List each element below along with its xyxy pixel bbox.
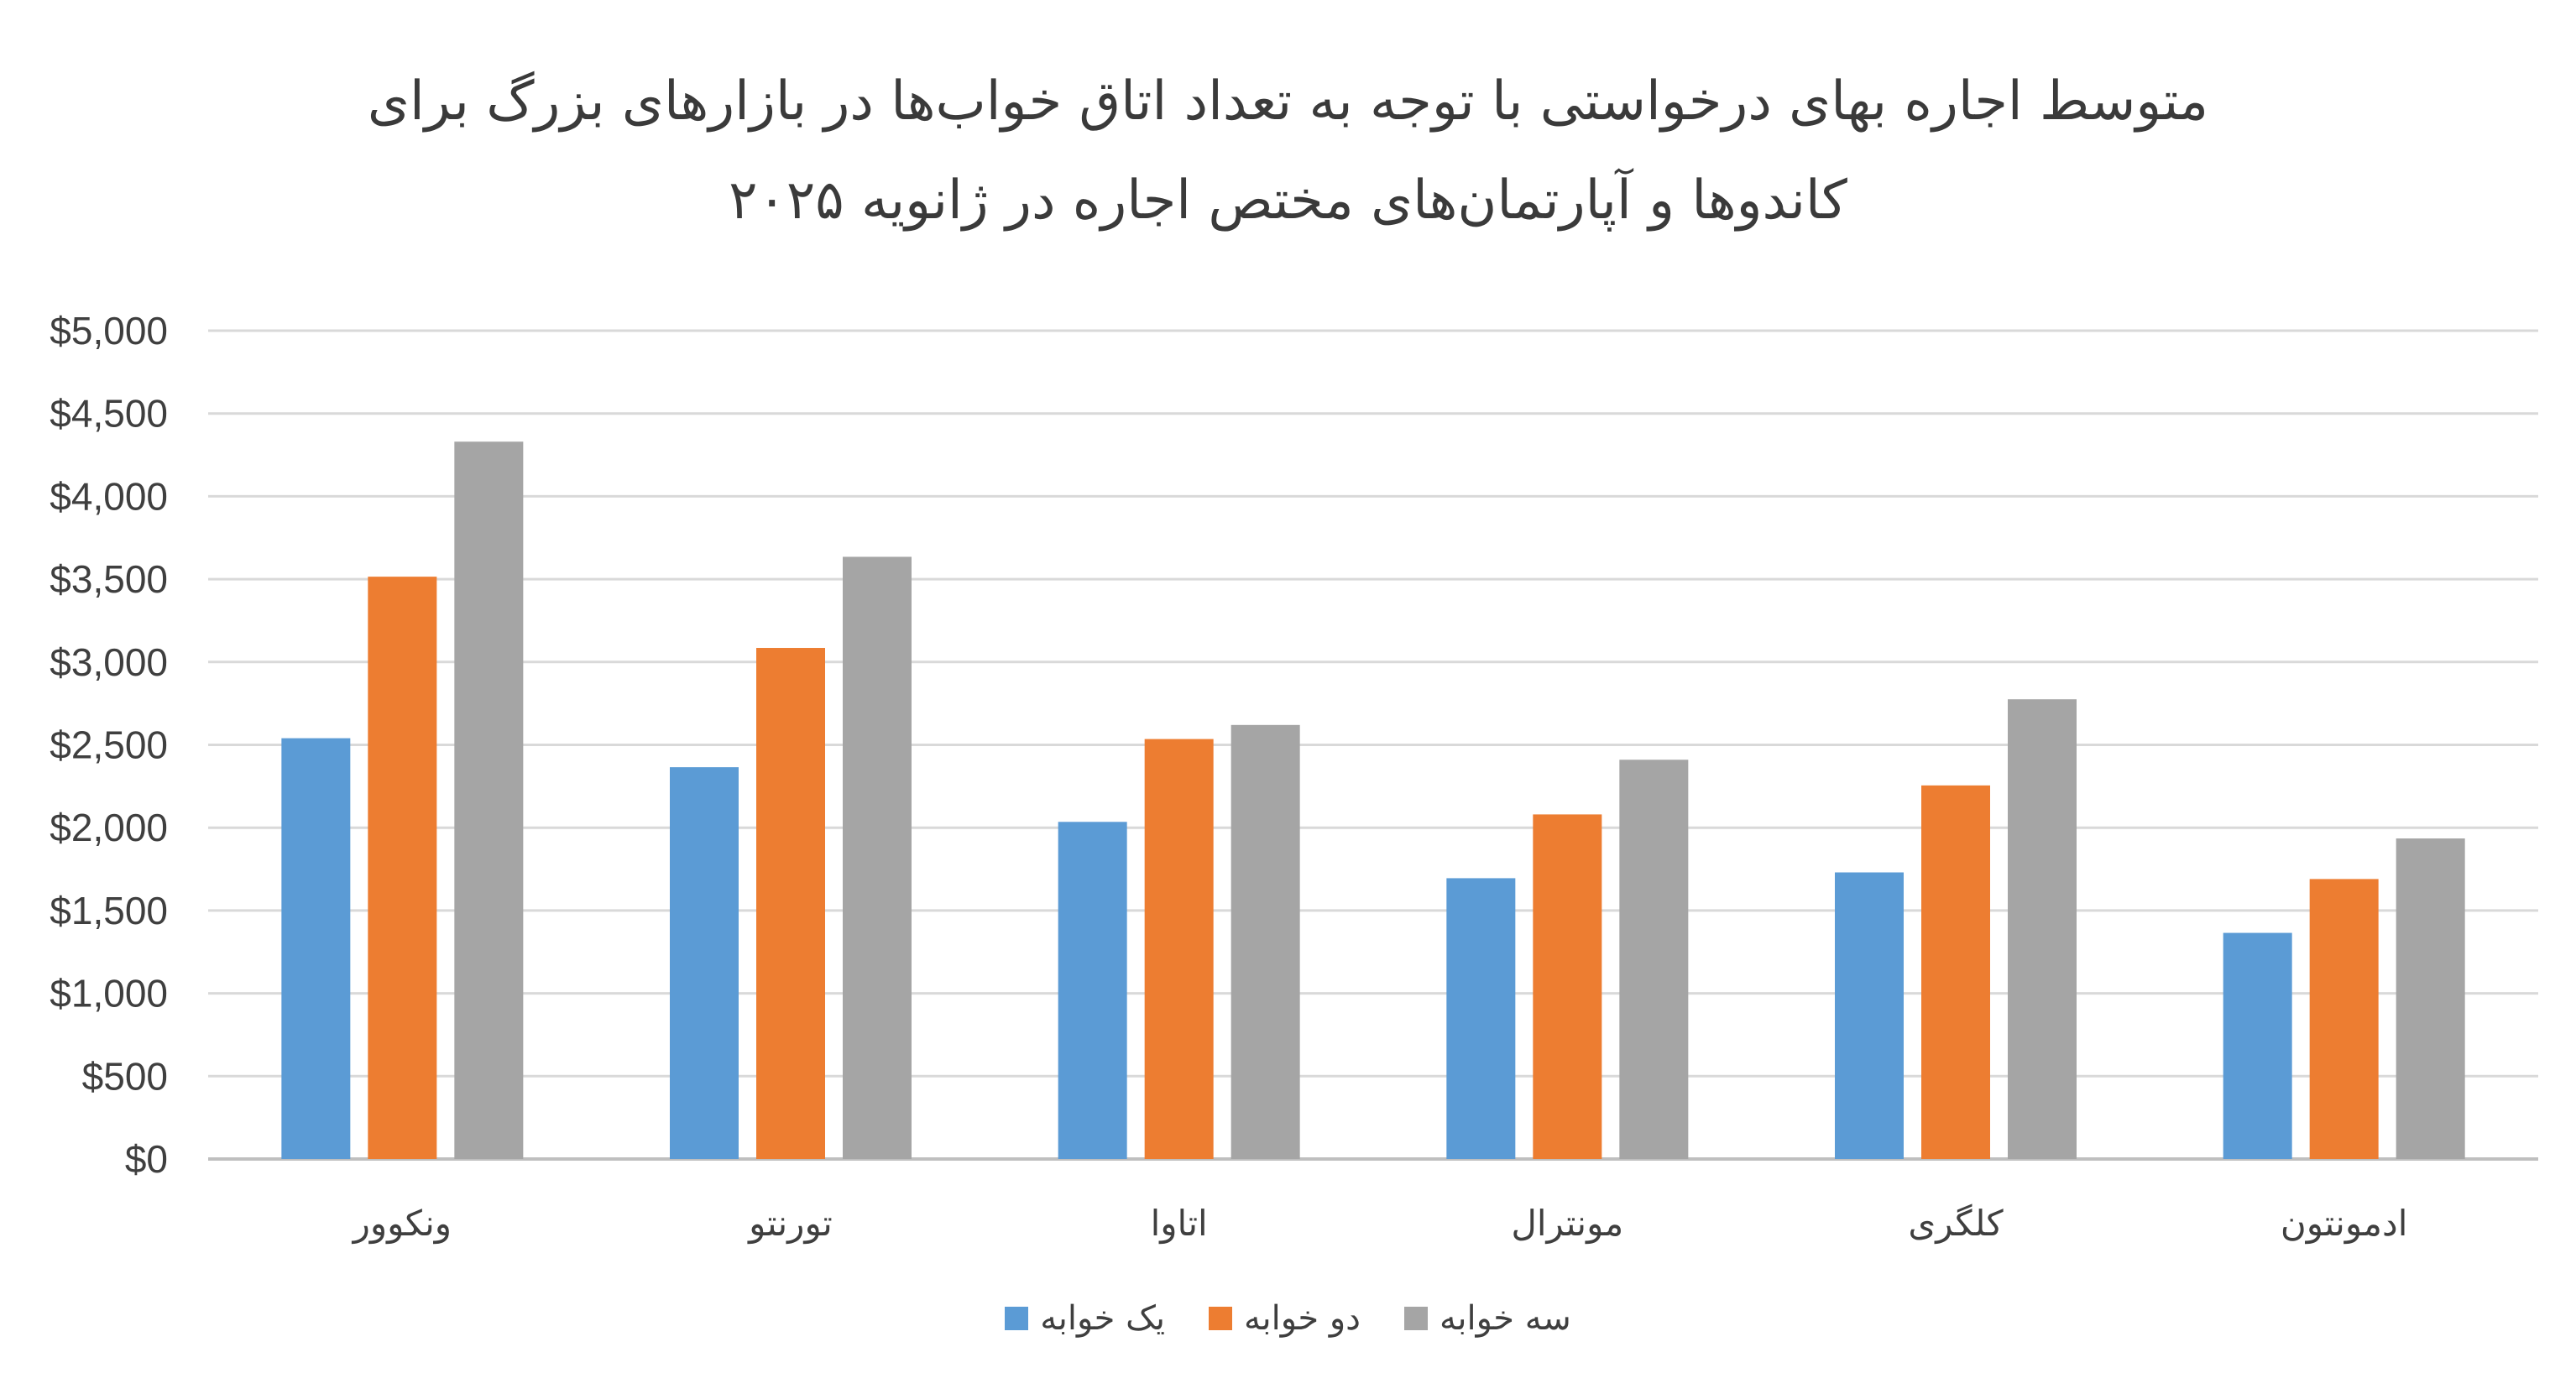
legend-swatch bbox=[1403, 1307, 1428, 1330]
legend-item: دو خوابه bbox=[1209, 1299, 1361, 1338]
legend-item: یک خوابه bbox=[1005, 1299, 1165, 1338]
legend-label: یک خوابه bbox=[1040, 1299, 1166, 1338]
x-tick-label: اتاوا bbox=[1151, 1203, 1208, 1245]
y-tick-label: $2,500 bbox=[50, 723, 168, 767]
bar bbox=[1835, 872, 1904, 1159]
bar bbox=[670, 767, 739, 1159]
y-axis-tick-labels: $0 $500 $1,000 $1,500 $2,000 $2,500 $3,000 $3,5… bbox=[50, 309, 168, 1181]
chart-title: متوسط اجاره بهای درخواستی با توجه به تعد… bbox=[0, 52, 2576, 250]
bar bbox=[843, 556, 912, 1159]
y-tick-label: $2,000 bbox=[50, 806, 168, 849]
y-tick-label: $1,000 bbox=[50, 972, 168, 1015]
y-tick-label: $5,000 bbox=[50, 309, 168, 352]
chart-title-line-1: متوسط اجاره بهای درخواستی با توجه به تعد… bbox=[367, 70, 2209, 133]
bar bbox=[454, 441, 524, 1159]
bar bbox=[2223, 932, 2292, 1159]
bar bbox=[1619, 760, 1689, 1159]
bar bbox=[1921, 785, 1990, 1159]
bars bbox=[281, 441, 2465, 1159]
bar bbox=[1533, 814, 1602, 1159]
y-tick-label: $500 bbox=[82, 1054, 168, 1098]
x-tick-label: ادمونتون bbox=[2281, 1203, 2407, 1245]
bar bbox=[368, 577, 437, 1159]
bar bbox=[2008, 699, 2077, 1159]
x-tick-label: ونکوور bbox=[352, 1203, 452, 1245]
y-tick-label: $4,000 bbox=[50, 474, 168, 518]
legend-swatch bbox=[1209, 1307, 1233, 1330]
bar bbox=[1144, 739, 1214, 1159]
x-tick-label: تورنتو bbox=[747, 1203, 833, 1245]
bar bbox=[281, 738, 351, 1159]
y-tick-label: $4,500 bbox=[50, 392, 168, 436]
bar bbox=[1446, 878, 1516, 1159]
legend: یک خوابه دو خوابه سه خوابه bbox=[0, 1299, 2576, 1338]
y-tick-label: $1,500 bbox=[50, 889, 168, 932]
bar bbox=[1231, 724, 1300, 1159]
x-tick-label: مونترال bbox=[1511, 1203, 1623, 1245]
bar bbox=[1058, 822, 1127, 1159]
chart-title-line-2: کاندوها و آپارتمان‌های مختص اجاره در ژان… bbox=[729, 170, 1847, 232]
bar bbox=[2396, 838, 2465, 1159]
bar bbox=[756, 648, 825, 1159]
bar bbox=[2309, 879, 2379, 1159]
y-tick-label: $3,500 bbox=[50, 557, 168, 601]
y-tick-label: $0 bbox=[125, 1137, 168, 1181]
x-tick-label: کلگری bbox=[1908, 1203, 2003, 1245]
gridlines bbox=[208, 329, 2538, 1161]
x-axis-tick-labels: ونکوور تورنتو اتاوا مونترال کلگری ادمونتون bbox=[352, 1203, 2408, 1245]
y-tick-label: $3,000 bbox=[50, 640, 168, 684]
legend-swatch bbox=[1005, 1307, 1029, 1330]
legend-label: دو خوابه bbox=[1244, 1299, 1361, 1338]
legend-item: سه خوابه bbox=[1403, 1299, 1571, 1338]
legend-label: سه خوابه bbox=[1439, 1299, 1571, 1338]
